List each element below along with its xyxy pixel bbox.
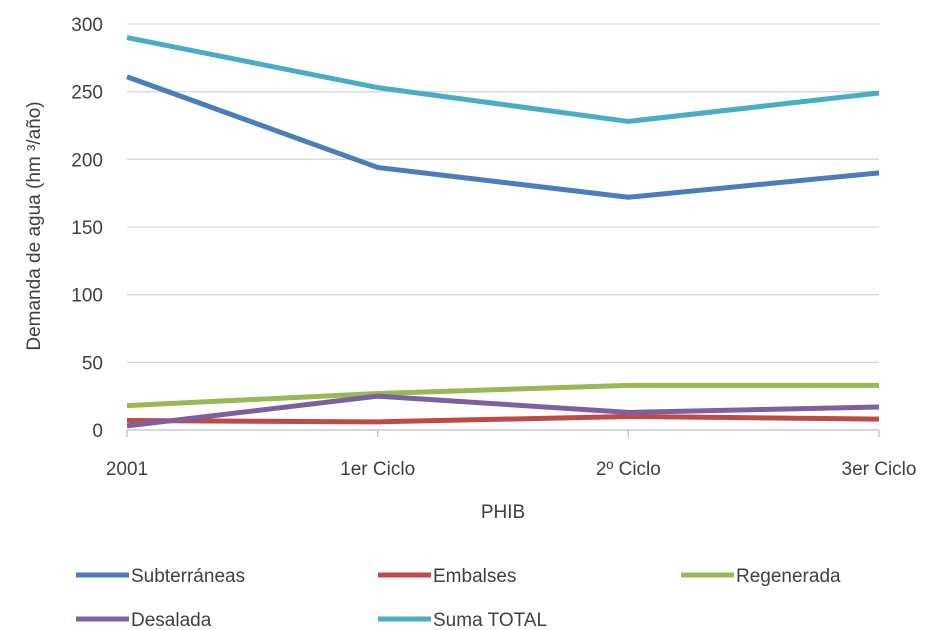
series-line-2 [126,382,879,409]
x-tick-labels: 2001 1er Ciclo 2º Ciclo 3er Ciclo [106,459,917,480]
y-tick-label: 0 [92,421,103,442]
series-line-4 [126,35,880,124]
series-line-0 [126,74,880,200]
legend-item: Subterráneas [76,566,245,587]
legend: Subterráneas Embalses Regenerada Desalada Su… [76,566,841,630]
x-tick-label: 3er Ciclo [842,459,917,480]
legend-item: Suma TOTAL [378,610,547,630]
series-line-1 [126,413,880,425]
y-tick-label: 200 [71,150,103,171]
legend-label: Embalses [433,566,516,587]
legend-item: Regenerada [681,566,841,587]
y-tick-label: 100 [71,286,103,307]
y-tick-label: 50 [82,353,103,374]
y-tick-label: 300 [71,15,103,36]
legend-label: Regenerada [736,566,841,587]
legend-label: Subterráneas [131,566,245,587]
x-tick-label: 2001 [106,459,148,480]
series-lines [126,35,880,429]
series-line-3 [126,393,880,429]
axes [126,429,880,437]
gridlines [127,23,879,363]
x-axis-title: PHIB [481,502,525,523]
y-tick-label: 250 [71,83,103,104]
legend-item: Embalses [378,566,516,587]
y-axis-title: Demanda de agua (hm ³/año) [24,101,45,350]
x-tick-label: 1er Ciclo [340,459,415,480]
legend-label: Suma TOTAL [433,610,547,630]
legend-item: Desalada [76,610,212,630]
x-tick-label: 2º Ciclo [596,459,661,480]
y-tick-label: 150 [71,218,103,239]
legend-label: Desalada [131,610,212,630]
y-tick-labels: 0 50 100 150 200 250 300 [71,15,103,442]
